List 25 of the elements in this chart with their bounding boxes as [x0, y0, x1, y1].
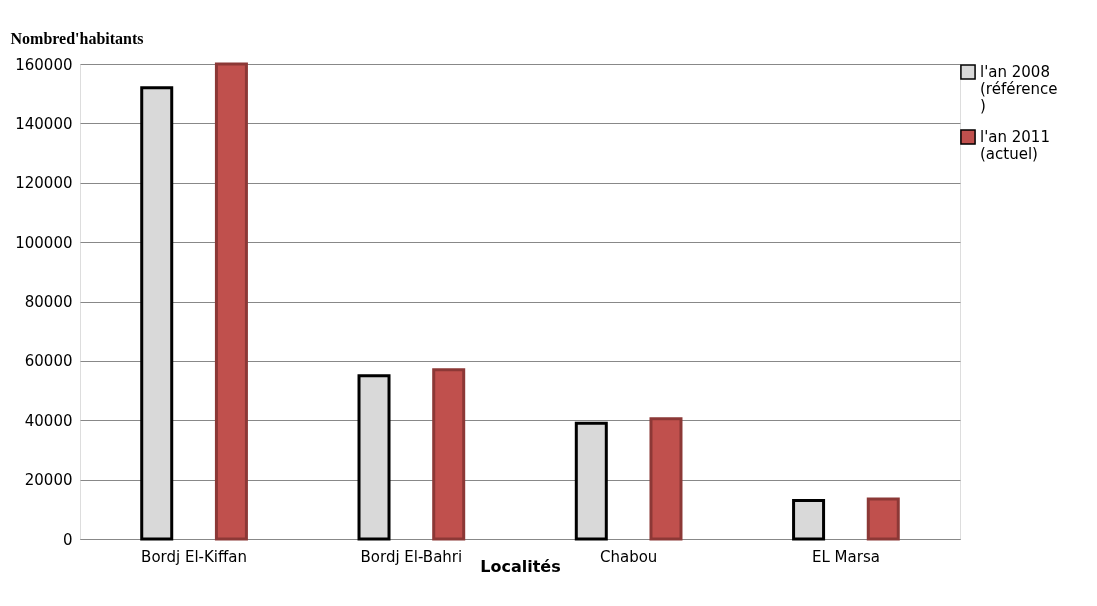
- bar: [574, 421, 608, 541]
- x-axis-title: Localités: [480, 556, 561, 576]
- y-tick-label: 80000: [24, 293, 73, 311]
- legend-label: l'an 2011 (actuel): [980, 128, 1050, 163]
- y-tick-label: 140000: [15, 114, 73, 133]
- bar: [866, 497, 900, 541]
- y-tick-label: 40000: [24, 411, 73, 430]
- x-tick-label: Bordj El-Kiffan: [141, 547, 248, 566]
- x-tick-label: Chabou: [599, 547, 658, 566]
- y-tick-label: 100000: [15, 233, 73, 252]
- bar: [792, 498, 826, 541]
- bar: [649, 417, 683, 541]
- x-tick-label: EL Marsa: [811, 547, 880, 566]
- bar: [432, 368, 466, 541]
- y-tick-label: 60000: [24, 352, 73, 371]
- legend-label: l'an 2008 (référence): [980, 63, 1058, 115]
- y-tick-label: 160000: [15, 55, 73, 74]
- x-tick-label: Bordj El-Bahri: [360, 547, 463, 566]
- y-axis-title: Nombred'habitants: [10, 29, 144, 47]
- bar: [214, 62, 248, 541]
- y-tick-label: 20000: [24, 471, 73, 490]
- y-tick-label: 0: [62, 530, 73, 549]
- bar: [357, 374, 391, 541]
- bar: [140, 86, 174, 541]
- y-tick-label: 120000: [15, 174, 73, 193]
